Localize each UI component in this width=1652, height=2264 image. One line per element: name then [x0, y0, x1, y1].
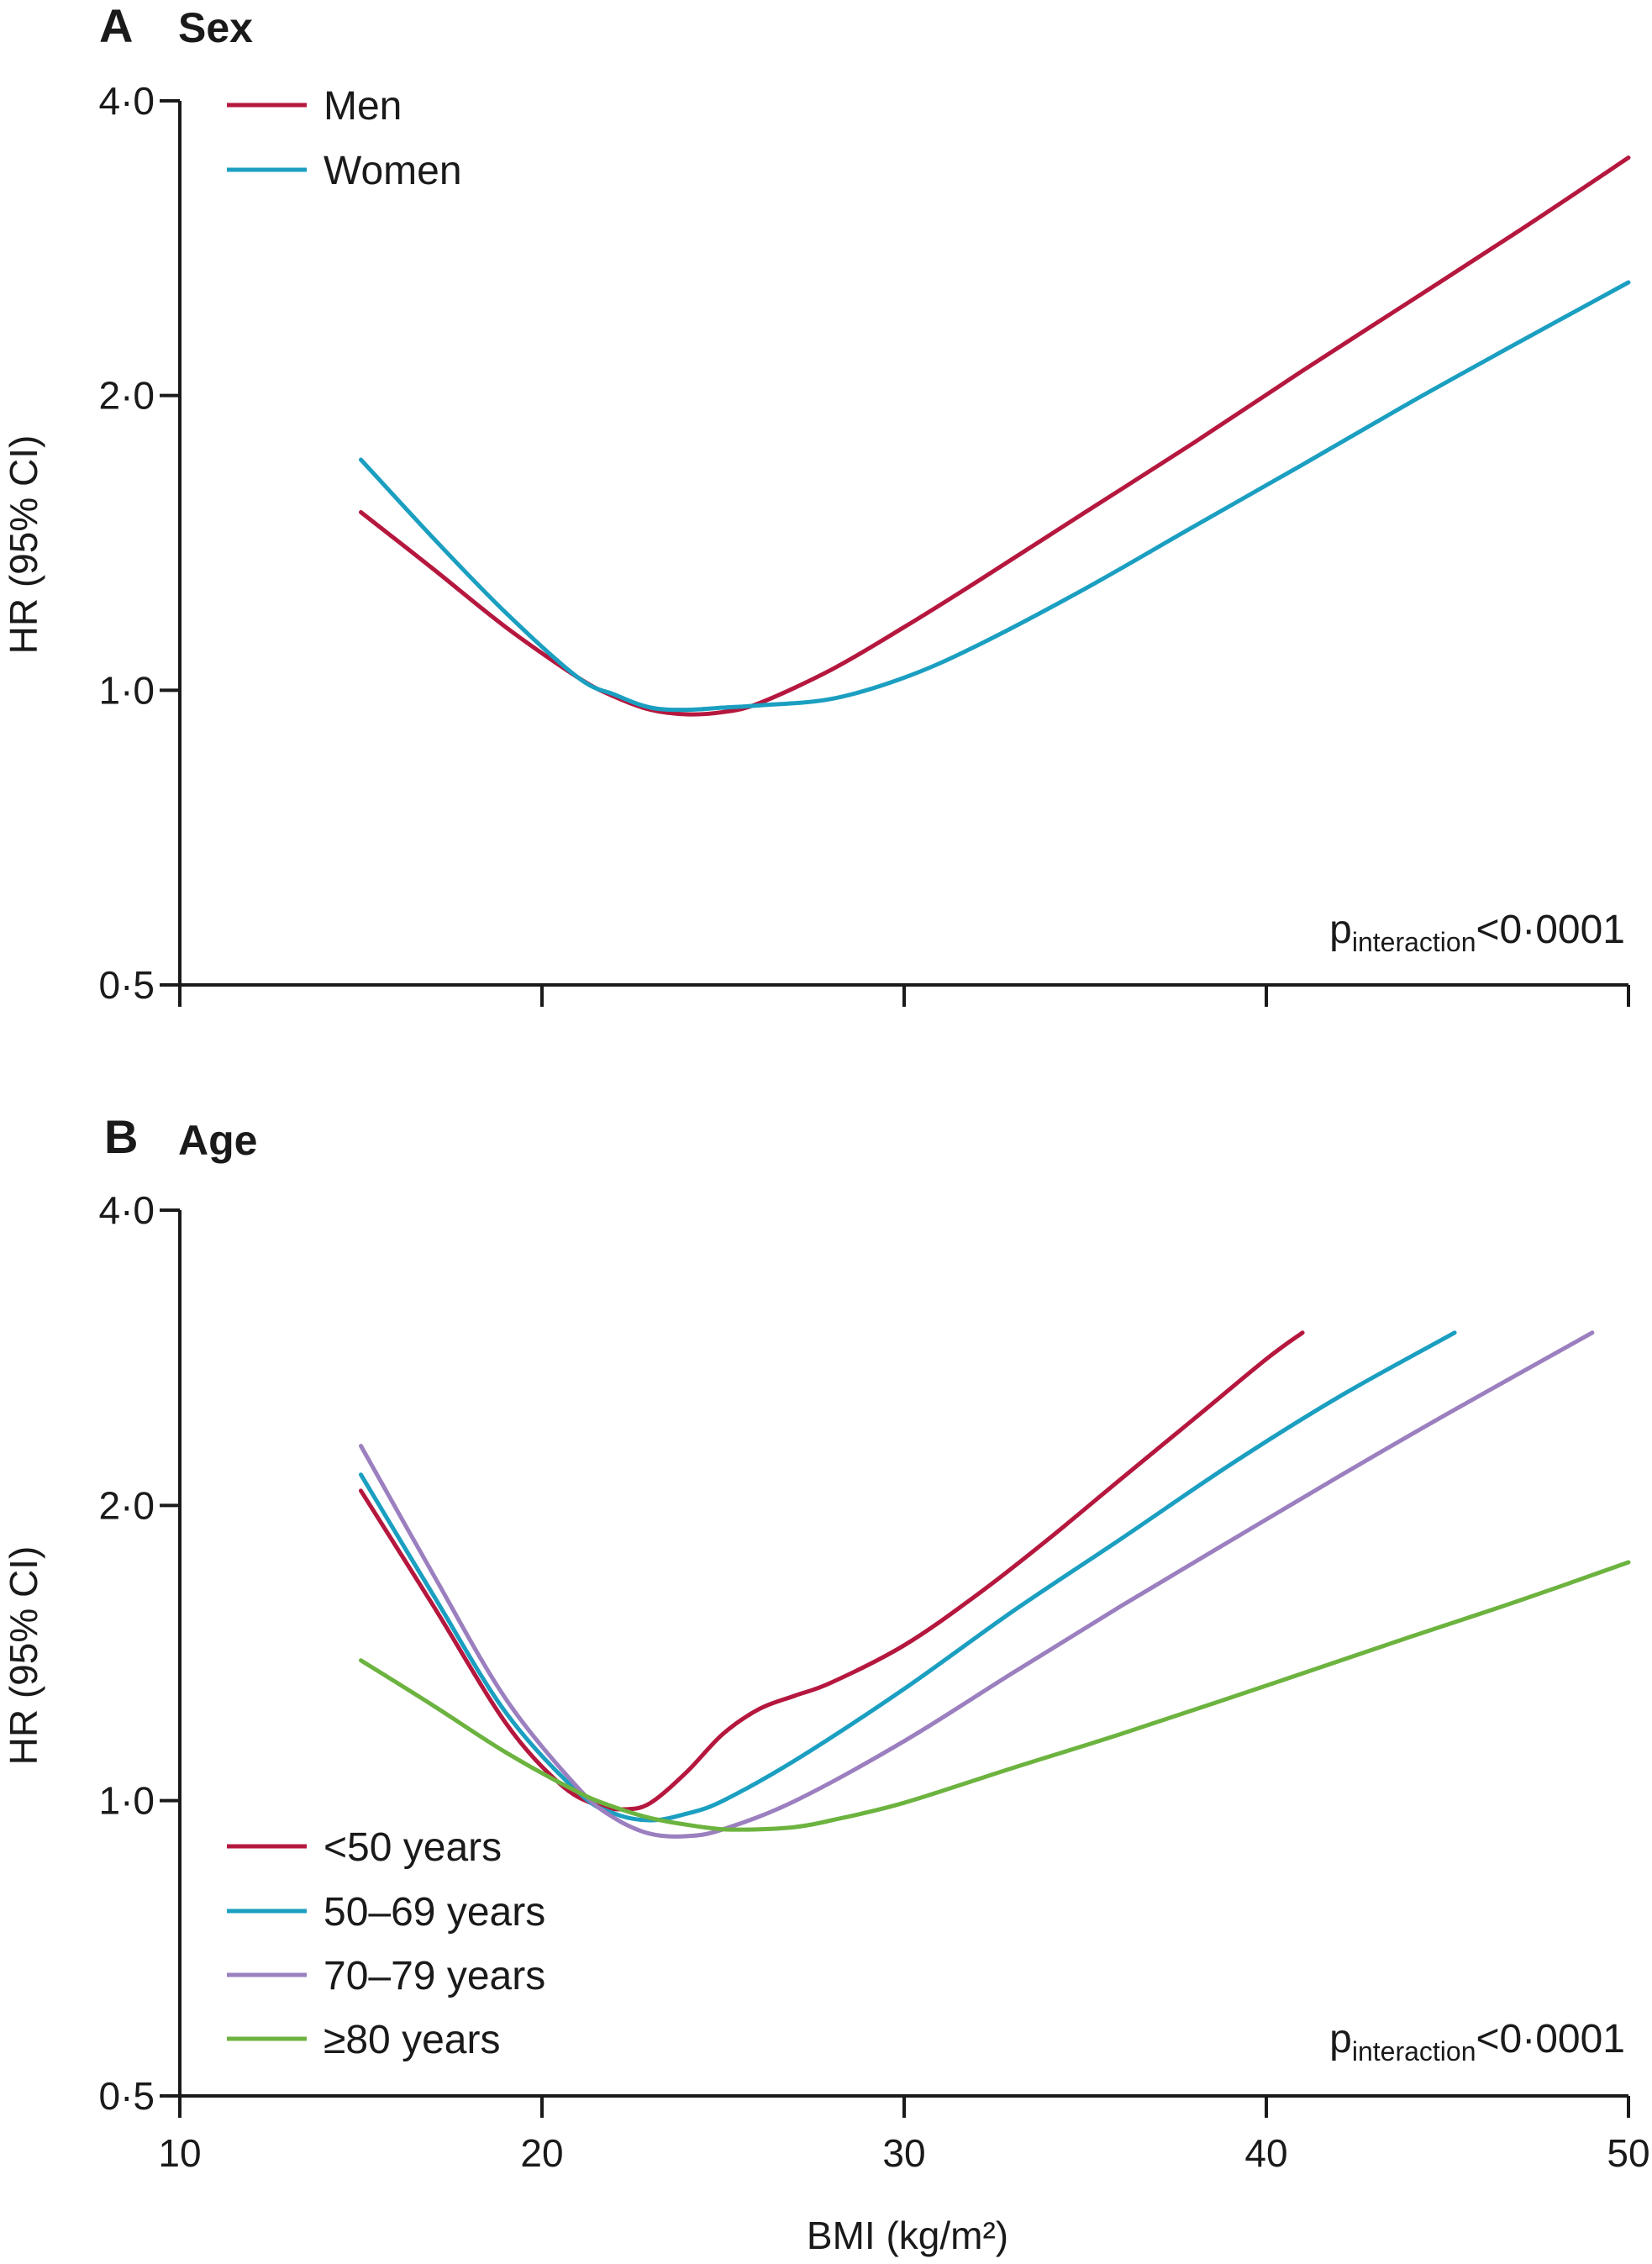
panel-b-ticks: 0·5 1·0 2·0 4·0 10 20 30 40 50 [99, 1188, 1650, 2175]
legend-item-70-79: 70–79 years [227, 1954, 545, 1998]
legend-item-women: Women [227, 149, 462, 193]
panel-a-ticks: 0·5 1·0 2·0 4·0 [99, 79, 1630, 1007]
panel-b-x-axis-title: BMI (kg/m²) [807, 2214, 1008, 2257]
panel-b-series-line-70-79-years [359, 1330, 1595, 1839]
panel-b-title: Age [178, 1117, 257, 1164]
panel-a-y-tick-label-0: 0·5 [99, 963, 155, 1007]
panel-a-p-interaction: pinteraction<0·0001 [1329, 908, 1625, 957]
panel-a-series [359, 155, 1631, 717]
legend-item-men: Men [227, 84, 402, 129]
panel-b: B Age HR (95% CI) 0·5 1·0 2·0 4·0 10 20 30 40 50… [2, 1110, 1650, 2257]
panel-b-x-tick-label-3: 40 [1244, 2131, 1287, 2175]
panel-b-y-axis-title: HR (95% CI) [2, 1546, 45, 1766]
panel-b-y-tick-label-2: 2·0 [99, 1483, 155, 1527]
panel-b-x-tick-label-0: 10 [158, 2131, 201, 2175]
panel-b-x-tick-label-1: 20 [520, 2131, 563, 2175]
panel-b-y-tick-label-3: 4·0 [99, 1188, 155, 1232]
legend-label-50-69: 50–69 years [324, 1890, 545, 1935]
panel-b-y-tick-label-0: 0·5 [99, 2074, 155, 2118]
panel-b-series-line-50-years [359, 1330, 1305, 1812]
panel-a-y-axis-title: HR (95% CI) [2, 435, 45, 655]
panel-b-legend: <50 years 50–69 years 70–79 years ≥80 ye… [227, 1825, 545, 2062]
panel-b-series-line-80-years [359, 1560, 1631, 1832]
panel-a-legend: Men Women [227, 84, 462, 193]
panel-b-series-line-50-69-years [359, 1330, 1457, 1823]
panel-b-x-tick-label-4: 50 [1607, 2131, 1649, 2175]
panel-a-y-tick-label-1: 1·0 [99, 668, 155, 712]
panel-b-y-tick-label-1: 1·0 [99, 1779, 155, 1823]
panel-b-x-tick-label-2: 30 [882, 2131, 925, 2175]
panel-a-series-line-women [359, 280, 1631, 713]
legend-label-under-50: <50 years [324, 1825, 502, 1870]
legend-item-50-69: 50–69 years [227, 1890, 545, 1935]
panel-a-y-tick-label-3: 4·0 [99, 79, 155, 123]
panel-a-letter: A [99, 0, 133, 52]
panel-b-series [359, 1330, 1631, 1839]
panel-a-title: Sex [178, 4, 253, 51]
legend-label-70-79: 70–79 years [324, 1954, 545, 1998]
legend-label-women: Women [324, 149, 462, 193]
panel-b-p-interaction: pinteraction<0·0001 [1329, 2017, 1625, 2067]
legend-label-80-plus: ≥80 years [324, 2018, 500, 2062]
panel-a: A Sex HR (95% CI) 0·5 1·0 2·0 4·0 Men Women… [2, 0, 1631, 1007]
legend-label-men: Men [324, 84, 402, 129]
panel-a-series-line-men [359, 155, 1631, 717]
panel-a-y-tick-label-2: 2·0 [99, 374, 155, 418]
legend-item-80-plus: ≥80 years [227, 2018, 500, 2062]
legend-item-under-50: <50 years [227, 1825, 502, 1870]
panel-b-letter: B [104, 1110, 138, 1163]
